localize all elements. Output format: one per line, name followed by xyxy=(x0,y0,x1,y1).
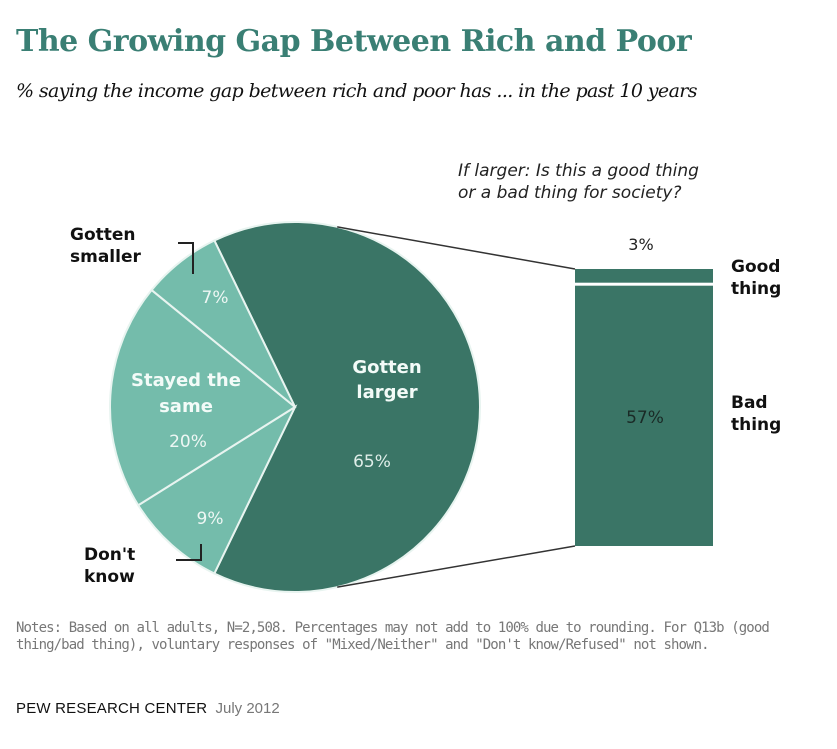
connector-line-top xyxy=(337,226,576,270)
bracket-dont-know xyxy=(176,544,202,561)
legend-gotten-smaller: Gotten smaller xyxy=(70,224,141,268)
legend-gotten-smaller-line1: Gotten xyxy=(70,225,136,245)
chart-title: The Growing Gap Between Rich and Poor xyxy=(16,24,692,59)
chart-source: PEW RESEARCH CENTER July 2012 xyxy=(16,700,280,717)
legend-bad-thing: Bad thing xyxy=(731,392,781,436)
bracket-gotten-smaller xyxy=(178,242,194,274)
pie-value-dontknow: 9% xyxy=(197,509,224,529)
legend-dont-know-line2: know xyxy=(84,567,135,587)
bar-segment-good-thing xyxy=(575,269,713,283)
pie-label-same-line2: same xyxy=(159,396,213,417)
legend-bad-thing-line2: thing xyxy=(731,415,782,435)
pie-chart xyxy=(109,221,481,593)
legend-good-thing-line2: thing xyxy=(731,279,782,299)
legend-good-thing: Good thing xyxy=(731,256,781,300)
chart-notes: Notes: Based on all adults, N=2,508. Per… xyxy=(16,620,770,653)
connector-line-bottom xyxy=(337,545,576,588)
pie-label-larger-line1: Gotten xyxy=(352,357,421,378)
pie-slice-gotten-larger xyxy=(213,221,481,593)
pie-label-same-line1: Stayed the xyxy=(131,370,241,391)
legend-dont-know: Don't know xyxy=(84,544,135,588)
bar-question: If larger: Is this a good thing or a bad… xyxy=(458,160,818,204)
bar-question-line1: If larger: Is this a good thing xyxy=(458,161,699,181)
stacked-bar-chart xyxy=(575,269,713,546)
legend-dont-know-line1: Don't xyxy=(84,545,136,565)
legend-good-thing-line1: Good xyxy=(731,257,781,277)
pie-slice-don-t-know xyxy=(136,404,298,575)
pie-slice-gotten-smaller xyxy=(150,239,296,408)
pie-value-smaller: 7% xyxy=(202,288,229,308)
bar-value-bad: 57% xyxy=(626,408,664,428)
legend-bad-thing-line1: Bad xyxy=(731,393,768,413)
pie-value-larger: 65% xyxy=(353,452,391,472)
bar-segment-bad-thing xyxy=(575,285,713,546)
pie-slice-stayed-the-same xyxy=(109,288,297,507)
bar-value-good: 3% xyxy=(628,235,653,254)
chart-subtitle: % saying the income gap between rich and… xyxy=(16,80,698,102)
label-brackets xyxy=(176,242,202,561)
pie-label-larger-line2: larger xyxy=(356,382,417,403)
source-date: July 2012 xyxy=(215,700,280,717)
bar-question-line2: or a bad thing for society? xyxy=(458,183,682,203)
pie-to-bar-connectors xyxy=(337,226,576,588)
pie-value-same: 20% xyxy=(169,432,207,452)
source-organization: PEW RESEARCH CENTER xyxy=(16,700,208,717)
legend-gotten-smaller-line2: smaller xyxy=(70,247,141,267)
